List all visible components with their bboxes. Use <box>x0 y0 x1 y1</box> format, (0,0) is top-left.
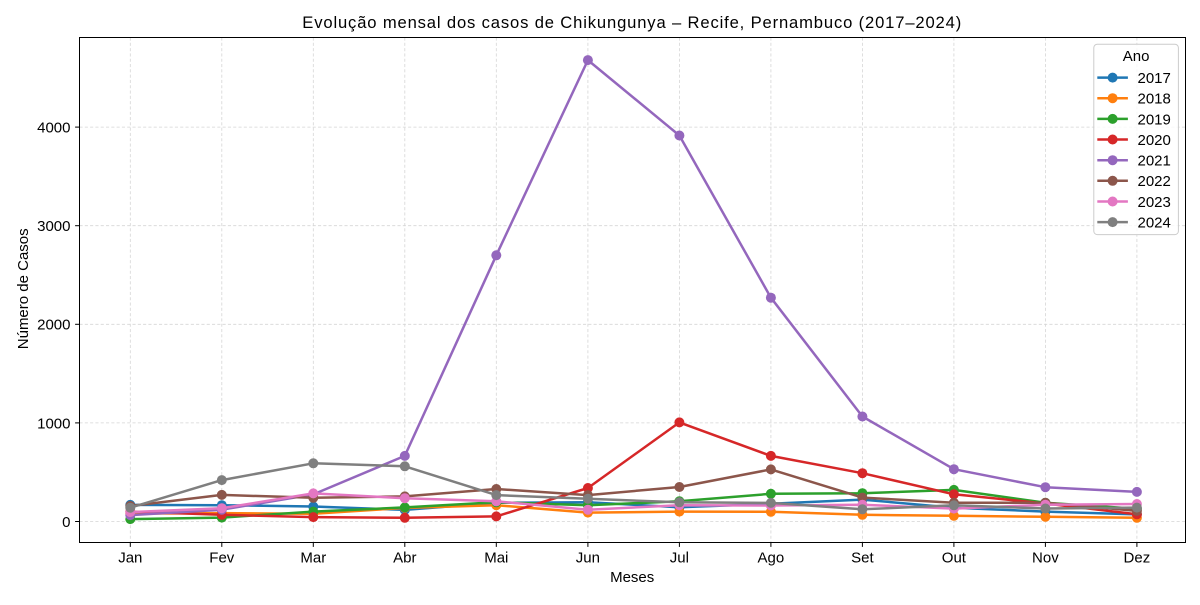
svg-text:Out: Out <box>942 550 967 567</box>
svg-text:Mai: Mai <box>484 550 508 567</box>
svg-text:2020: 2020 <box>1138 132 1171 149</box>
svg-text:Número de Casos: Número de Casos <box>15 228 32 349</box>
svg-text:Evolução mensal dos casos de C: Evolução mensal dos casos de Chikungunya… <box>302 13 962 32</box>
svg-text:2018: 2018 <box>1138 91 1171 108</box>
svg-text:Abr: Abr <box>393 550 416 567</box>
svg-text:Jun: Jun <box>576 550 600 567</box>
svg-text:2021: 2021 <box>1138 153 1171 170</box>
svg-text:2017: 2017 <box>1138 70 1171 87</box>
svg-text:Ago: Ago <box>758 550 785 567</box>
svg-text:2024: 2024 <box>1138 215 1171 232</box>
svg-text:0: 0 <box>62 514 70 531</box>
svg-text:Fev: Fev <box>209 550 235 567</box>
svg-text:1000: 1000 <box>37 415 70 432</box>
svg-text:Ano: Ano <box>1123 48 1150 65</box>
svg-text:4000: 4000 <box>37 120 70 137</box>
svg-text:Dez: Dez <box>1124 550 1151 567</box>
svg-text:Set: Set <box>851 550 874 567</box>
svg-text:Jul: Jul <box>670 550 689 567</box>
svg-text:2000: 2000 <box>37 317 70 334</box>
svg-text:Mar: Mar <box>300 550 326 567</box>
svg-text:Meses: Meses <box>610 569 654 586</box>
svg-text:2023: 2023 <box>1138 194 1171 211</box>
svg-text:Nov: Nov <box>1032 550 1059 567</box>
svg-text:Jan: Jan <box>118 550 142 567</box>
svg-text:2019: 2019 <box>1138 111 1171 128</box>
svg-text:2022: 2022 <box>1138 173 1171 190</box>
svg-text:3000: 3000 <box>37 218 70 235</box>
